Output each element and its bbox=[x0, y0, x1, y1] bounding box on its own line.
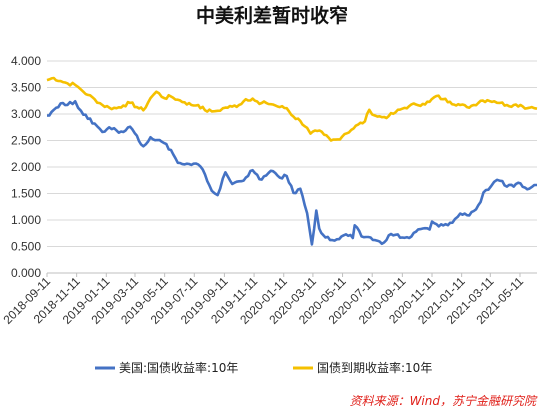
y-tick-label: 1.500 bbox=[11, 187, 41, 201]
legend-label: 国债到期收益率:10年 bbox=[317, 360, 432, 375]
y-tick-label: 0.500 bbox=[11, 240, 41, 254]
source-note: 资料来源：Wind，苏宁金融研究院 bbox=[350, 394, 538, 408]
y-tick-label: 4.000 bbox=[11, 54, 41, 68]
legend: 美国:国债收益率:10年 国债到期收益率:10年 bbox=[95, 360, 432, 375]
y-tick-label: 2.500 bbox=[11, 134, 41, 148]
grid-lines bbox=[47, 60, 537, 274]
y-axis-ticks: 4.000 3.500 3.000 2.500 2.000 1.500 1.000 0.500… bbox=[11, 54, 41, 280]
legend-label: 美国:国债收益率:10年 bbox=[119, 360, 238, 375]
series-lines bbox=[46, 76, 538, 246]
y-tick-label: 1.000 bbox=[11, 213, 41, 227]
series-line bbox=[46, 76, 538, 142]
chart-title: 中美利差暂时收窄 bbox=[196, 4, 348, 27]
y-tick-label: 3.500 bbox=[11, 81, 41, 95]
y-tick-label: 3.000 bbox=[11, 107, 41, 121]
y-tick-label: 2.000 bbox=[11, 160, 41, 174]
x-axis-ticks: 2018-09-112018-11-112019-01-112019-03-11… bbox=[0, 273, 526, 327]
series-line bbox=[46, 100, 537, 246]
y-tick-label: 0.000 bbox=[11, 266, 41, 280]
